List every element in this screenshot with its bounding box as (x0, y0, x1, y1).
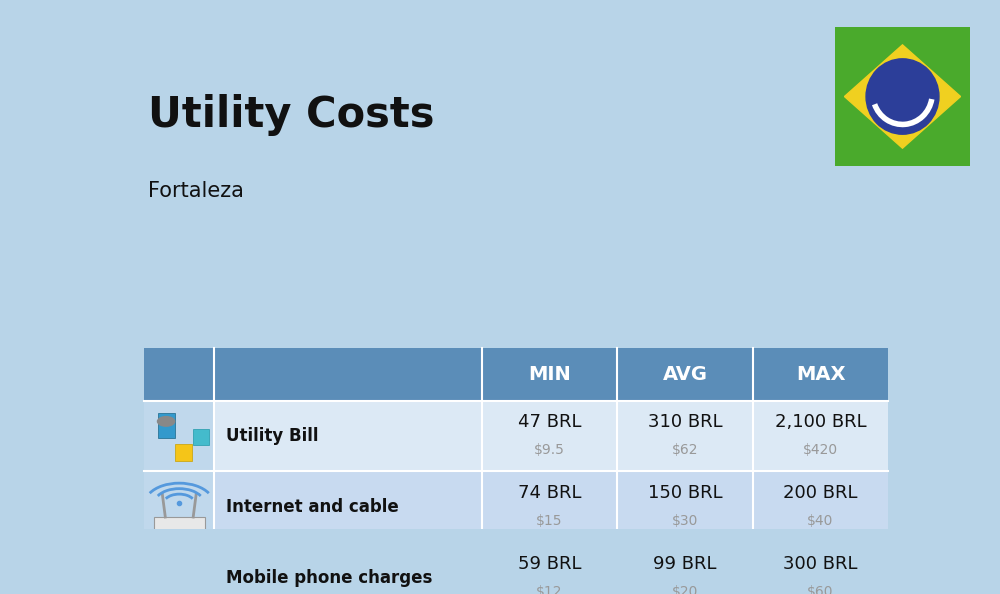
Text: 74 BRL: 74 BRL (518, 484, 581, 502)
Text: $30: $30 (672, 514, 698, 527)
Bar (214, 472, 888, 542)
Text: AVG: AVG (662, 365, 707, 384)
Text: $20: $20 (672, 584, 698, 594)
Text: Utility Costs: Utility Costs (148, 94, 435, 136)
Bar (154, 517, 205, 530)
Text: 59 BRL: 59 BRL (518, 555, 581, 573)
Bar (158, 413, 175, 438)
Bar (144, 400, 214, 472)
Text: Utility Bill: Utility Bill (226, 427, 318, 445)
Text: 47 BRL: 47 BRL (518, 413, 581, 431)
Text: MAX: MAX (796, 365, 845, 384)
Bar (144, 348, 888, 400)
Text: $12: $12 (536, 584, 563, 594)
Text: $40: $40 (807, 514, 834, 527)
Bar (144, 472, 214, 542)
Text: MIN: MIN (528, 365, 571, 384)
Text: $15: $15 (536, 514, 563, 527)
Text: 99 BRL: 99 BRL (653, 555, 717, 573)
Text: $9.5: $9.5 (534, 443, 565, 457)
Text: 200 BRL: 200 BRL (783, 484, 858, 502)
Bar (214, 400, 888, 472)
Text: Mobile phone charges: Mobile phone charges (226, 569, 432, 587)
Polygon shape (844, 45, 961, 148)
Bar (178, 588, 186, 592)
Text: $420: $420 (803, 443, 838, 457)
Bar (165, 574, 193, 594)
Text: Fortaleza: Fortaleza (148, 181, 244, 201)
Bar (168, 582, 176, 586)
FancyBboxPatch shape (159, 567, 199, 594)
Bar (189, 588, 196, 592)
Bar (214, 542, 888, 594)
Bar (193, 429, 209, 445)
Text: 2,100 BRL: 2,100 BRL (775, 413, 866, 431)
Text: 310 BRL: 310 BRL (648, 413, 722, 431)
Text: 150 BRL: 150 BRL (648, 484, 722, 502)
Text: $62: $62 (672, 443, 698, 457)
Circle shape (157, 416, 175, 427)
Bar (168, 588, 176, 592)
Text: $60: $60 (807, 584, 834, 594)
Text: 300 BRL: 300 BRL (783, 555, 858, 573)
Bar (175, 444, 192, 461)
Circle shape (866, 59, 939, 134)
Bar (144, 542, 214, 594)
Bar (178, 582, 186, 586)
Text: Internet and cable: Internet and cable (226, 498, 398, 516)
